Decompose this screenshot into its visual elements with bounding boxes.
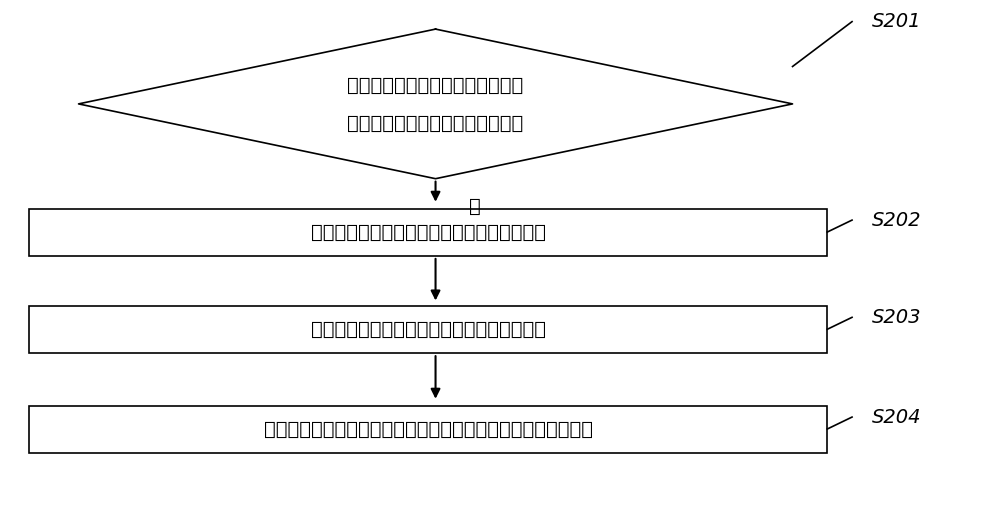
Text: 判断监控场景中是否存在移动目标: 判断监控场景中是否存在移动目标 <box>347 115 524 133</box>
Text: 向第二监控设备发送跟踪指令，所述跟踪指令中携带有所述焦距: 向第二监控设备发送跟踪指令，所述跟踪指令中携带有所述焦距 <box>264 420 593 439</box>
Text: 确定所述移动目标与所述第一监控设备的距离: 确定所述移动目标与所述第一监控设备的距离 <box>311 223 546 242</box>
Text: 是: 是 <box>469 197 481 215</box>
Text: S204: S204 <box>872 408 921 426</box>
Text: S202: S202 <box>872 210 921 230</box>
Text: S203: S203 <box>872 308 921 327</box>
Bar <box>29 406 827 453</box>
Text: 根据所述距离，确定跟踪所述移动目标的焦距: 根据所述距离，确定跟踪所述移动目标的焦距 <box>311 320 546 339</box>
Text: 根据第一监控设备采集到的图像，: 根据第一监控设备采集到的图像， <box>347 76 524 94</box>
Bar <box>29 208 827 256</box>
Bar <box>29 306 827 353</box>
Text: S201: S201 <box>872 12 921 31</box>
